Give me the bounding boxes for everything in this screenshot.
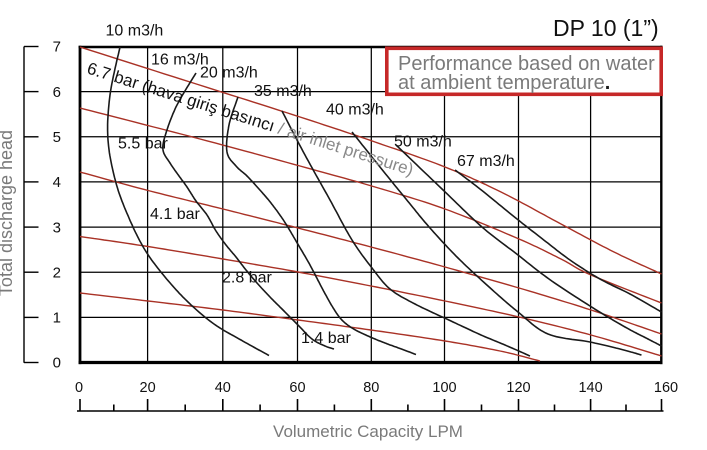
svg-text:DP 10 (1”): DP 10 (1”) <box>553 15 659 41</box>
svg-text:140: 140 <box>578 380 602 396</box>
svg-text:60: 60 <box>289 380 305 396</box>
svg-text:16 m3/h: 16 m3/h <box>151 52 209 69</box>
svg-text:80: 80 <box>363 380 379 396</box>
svg-text:5.5 bar: 5.5 bar <box>118 136 168 153</box>
svg-text:2: 2 <box>53 264 61 281</box>
svg-text:1: 1 <box>53 310 61 327</box>
svg-text:100: 100 <box>432 380 456 396</box>
svg-text:3: 3 <box>53 219 61 236</box>
svg-text:Performance based on water: Performance based on water <box>398 53 655 75</box>
svg-text:40: 40 <box>215 380 231 396</box>
svg-text:40 m3/h: 40 m3/h <box>326 102 384 119</box>
svg-text:0: 0 <box>53 355 61 372</box>
svg-text:10 m3/h: 10 m3/h <box>106 23 164 40</box>
svg-text:Volumetric Capacity LPM: Volumetric Capacity LPM <box>273 422 463 441</box>
svg-text:20 m3/h: 20 m3/h <box>200 65 258 82</box>
svg-text:35 m3/h: 35 m3/h <box>254 83 312 100</box>
svg-text:4.1 bar: 4.1 bar <box>150 206 200 223</box>
svg-text:67 m3/h: 67 m3/h <box>457 153 515 170</box>
svg-text:5: 5 <box>53 129 61 146</box>
svg-text:2.8 bar: 2.8 bar <box>222 270 272 287</box>
svg-text:1.4 bar: 1.4 bar <box>301 330 351 347</box>
svg-text:Total discharge head: Total discharge head <box>0 130 16 296</box>
svg-text:120: 120 <box>506 380 530 396</box>
svg-text:4: 4 <box>53 174 61 191</box>
svg-text:160: 160 <box>654 380 678 396</box>
svg-text:6: 6 <box>53 84 61 101</box>
svg-text:0: 0 <box>75 380 83 396</box>
svg-text:7: 7 <box>53 39 61 56</box>
svg-text:at ambient temperature.: at ambient temperature. <box>398 72 610 94</box>
svg-text:20: 20 <box>140 380 156 396</box>
svg-text:50 m3/h: 50 m3/h <box>394 134 452 151</box>
